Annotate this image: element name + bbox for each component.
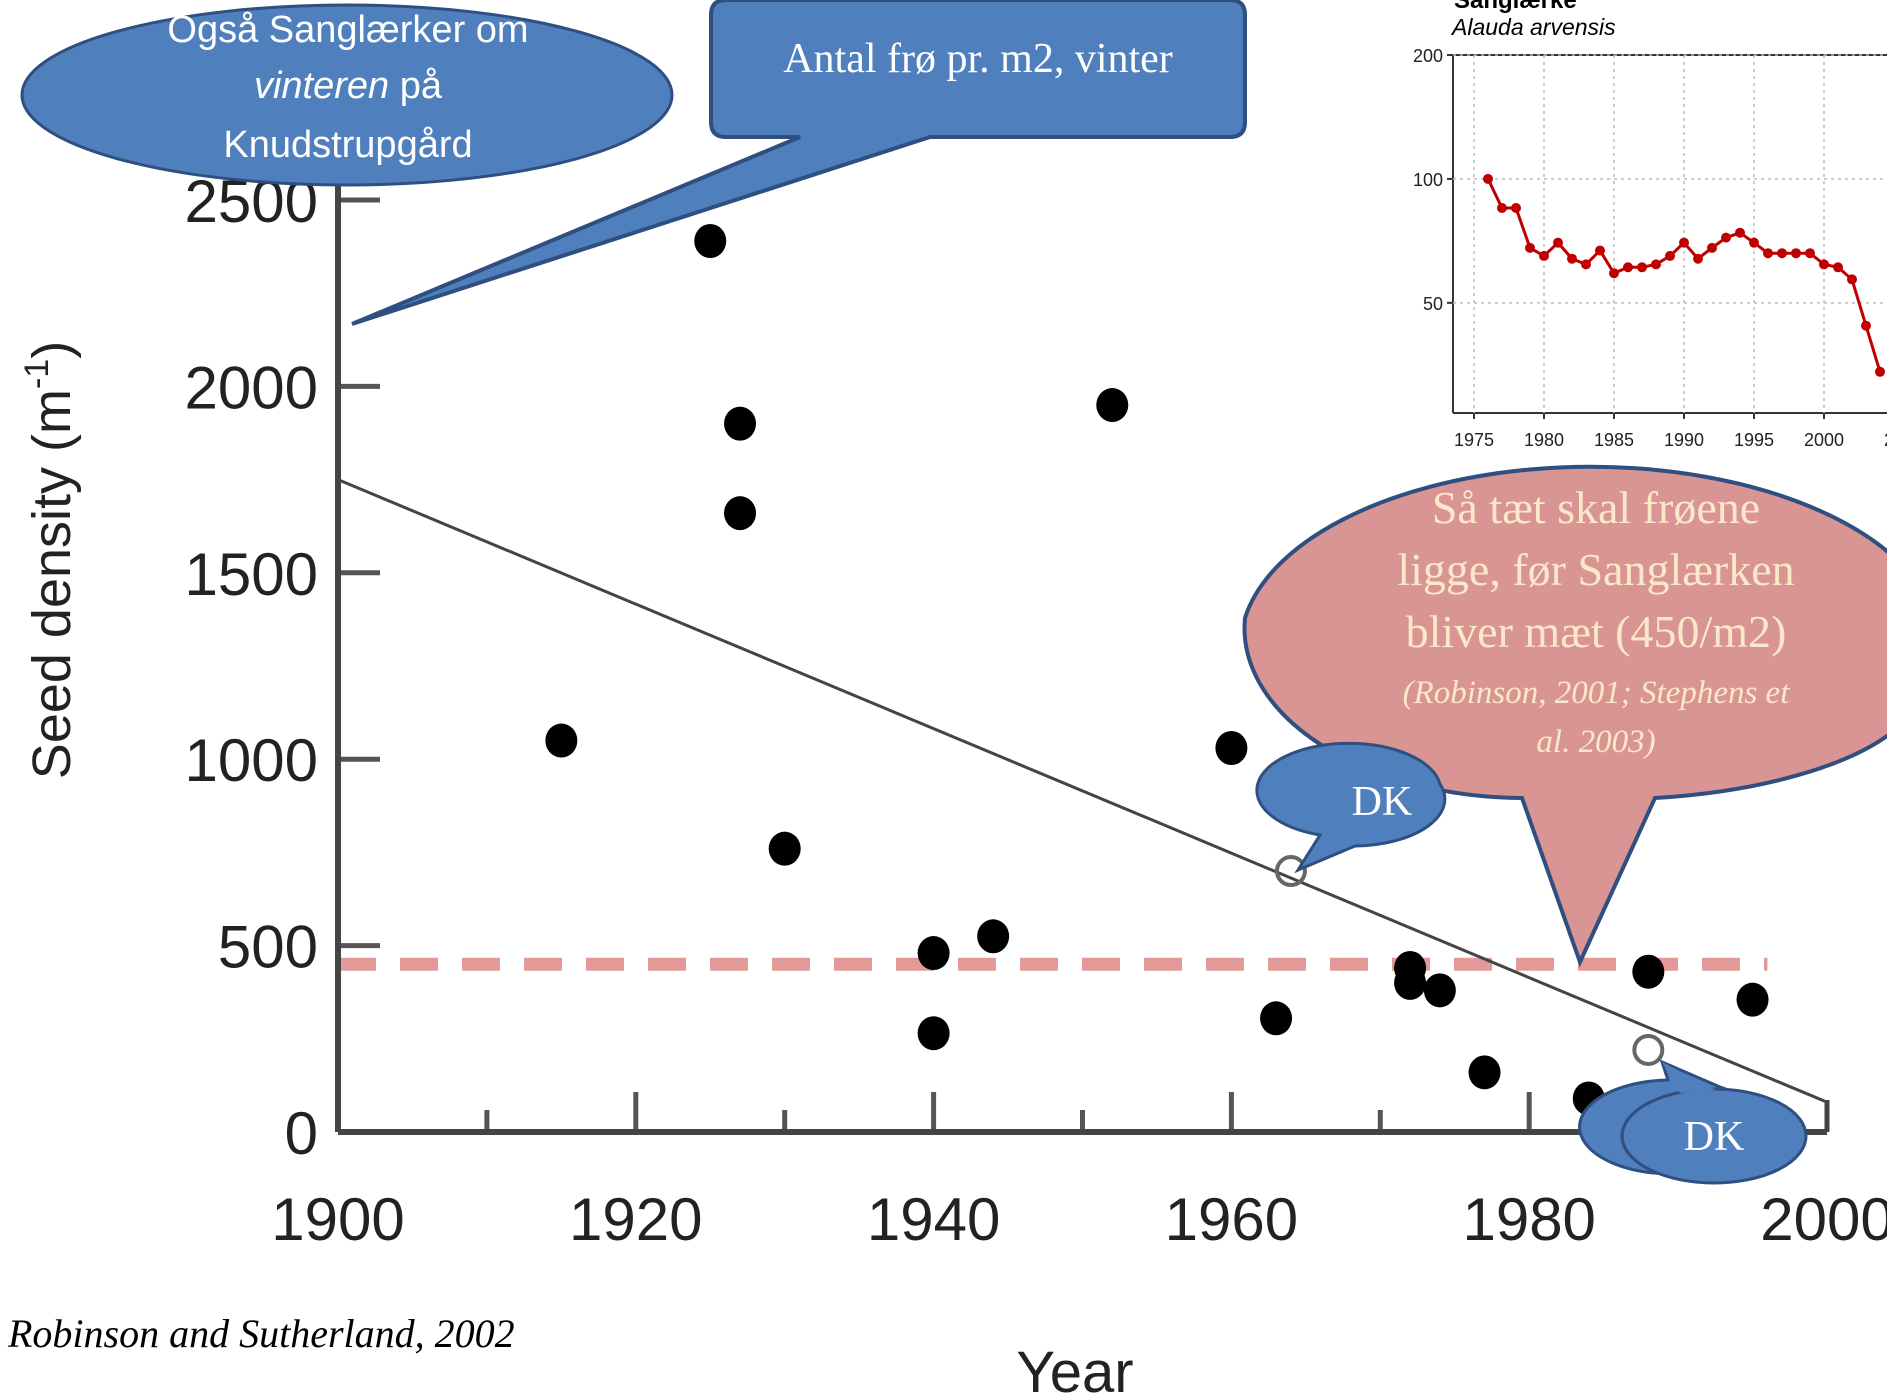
data-point [545, 723, 578, 758]
points-group [545, 224, 1769, 1116]
callout-dk1: DK [1255, 741, 1447, 874]
callout-right: Så tæt skal frøene ligge, før Sanglærken… [1242, 464, 1887, 968]
data-point [1394, 965, 1427, 1000]
callout-top-left-shape [20, 3, 674, 187]
source-citation: Robinson and Sutherland, 2002 [8, 1311, 515, 1356]
callout-top-center-shape [351, 0, 1247, 326]
data-point [1096, 388, 1129, 423]
callout-top-left-line1: Også Sanglærker om [167, 9, 528, 51]
y-axis-label-close: ) [22, 341, 82, 359]
data-point-open [1274, 855, 1307, 888]
y-axis-label-main: Seed density (m [22, 389, 82, 779]
data-point [977, 919, 1010, 954]
callout-top-center: Antal frø pr. m2, vinter [351, 0, 1247, 326]
data-point [1468, 1055, 1501, 1090]
data-point [1260, 1001, 1293, 1036]
data-point [1736, 982, 1769, 1017]
callout-top-left-line2-rest: på [389, 65, 443, 107]
y-axis-label: Seed density (m-1) [18, 341, 82, 779]
x-tick-label: 1940 [867, 1186, 1000, 1253]
callout-right-line3: bliver mæt (450/m2) [1406, 606, 1787, 657]
data-point [917, 1016, 950, 1051]
y-tick-label: 1000 [185, 727, 318, 794]
data-point-open [1632, 1033, 1665, 1066]
callout-right-line1: Så tæt skal frøene [1432, 482, 1760, 533]
y-axis-label-sup: -1 [18, 359, 56, 389]
callout-dk2: DK [1578, 1059, 1808, 1185]
callout-top-left-line3: Knudstrupgård [223, 124, 472, 166]
callout-right-ref2: al. 2003) [1536, 724, 1655, 760]
callout-top-center-text: Antal frø pr. m2, vinter [783, 36, 1173, 82]
x-tick-label: 2000 [1760, 1186, 1887, 1253]
data-point [917, 936, 950, 971]
callout-top-left: Også Sanglærker om vinteren på Knudstrup… [20, 3, 674, 187]
x-axis-label: Year [1016, 1340, 1133, 1400]
y-tick-label: 500 [218, 914, 318, 981]
trend-group [337, 478, 1828, 1104]
y-tick-label: 1500 [185, 541, 318, 608]
callout-right-shape [1242, 464, 1887, 968]
callout-dk2-text: DK [1684, 1114, 1745, 1160]
callout-dk2-tail [1662, 1062, 1716, 1093]
x-tick-label: 1960 [1165, 1186, 1298, 1253]
x-tick-label: 1900 [271, 1186, 404, 1253]
callout-top-left-italic: vinteren [254, 65, 389, 107]
y-tick-label: 2000 [185, 354, 318, 421]
x-tick-label: 1980 [1462, 1186, 1595, 1253]
y-tick-label: 0 [285, 1100, 318, 1167]
callout-top-left-line2: vinteren på [254, 65, 443, 107]
data-point [694, 224, 727, 259]
data-point [1632, 954, 1665, 989]
callout-right-ref1: (Robinson, 2001; Stephens et [1403, 675, 1791, 711]
data-point [1423, 973, 1456, 1008]
callout-right-line2: ligge, før Sanglærken [1397, 544, 1794, 595]
callout-dk1-shape [1255, 741, 1447, 874]
callout-dk1-text: DK [1352, 779, 1413, 825]
data-point [768, 831, 801, 866]
data-point [724, 496, 757, 531]
trend-line [337, 478, 1828, 1104]
x-tick-label: 1920 [569, 1186, 702, 1253]
data-point [1215, 731, 1248, 766]
data-point [724, 406, 757, 441]
